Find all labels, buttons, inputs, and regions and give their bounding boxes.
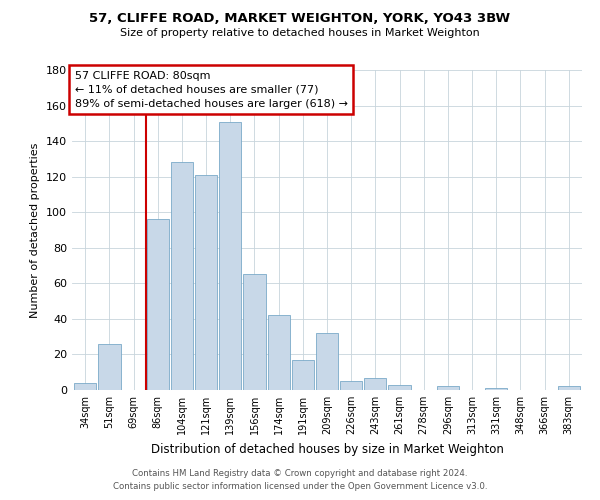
Bar	[292, 360, 314, 390]
Bar	[146, 220, 169, 390]
Bar	[364, 378, 386, 390]
X-axis label: Distribution of detached houses by size in Market Weighton: Distribution of detached houses by size …	[151, 442, 503, 456]
Bar	[485, 388, 508, 390]
Bar	[171, 162, 193, 390]
Text: 57, CLIFFE ROAD, MARKET WEIGHTON, YORK, YO43 3BW: 57, CLIFFE ROAD, MARKET WEIGHTON, YORK, …	[89, 12, 511, 26]
Bar	[244, 274, 266, 390]
Text: Size of property relative to detached houses in Market Weighton: Size of property relative to detached ho…	[120, 28, 480, 38]
Bar	[388, 384, 410, 390]
Bar	[219, 122, 241, 390]
Bar	[74, 383, 97, 390]
Text: Contains public sector information licensed under the Open Government Licence v3: Contains public sector information licen…	[113, 482, 487, 491]
Bar	[195, 175, 217, 390]
Bar	[557, 386, 580, 390]
Text: Contains HM Land Registry data © Crown copyright and database right 2024.: Contains HM Land Registry data © Crown c…	[132, 468, 468, 477]
Bar	[316, 333, 338, 390]
Bar	[268, 316, 290, 390]
Bar	[98, 344, 121, 390]
Bar	[437, 386, 459, 390]
Text: 57 CLIFFE ROAD: 80sqm
← 11% of detached houses are smaller (77)
89% of semi-deta: 57 CLIFFE ROAD: 80sqm ← 11% of detached …	[74, 70, 347, 108]
Bar	[340, 381, 362, 390]
Y-axis label: Number of detached properties: Number of detached properties	[31, 142, 40, 318]
